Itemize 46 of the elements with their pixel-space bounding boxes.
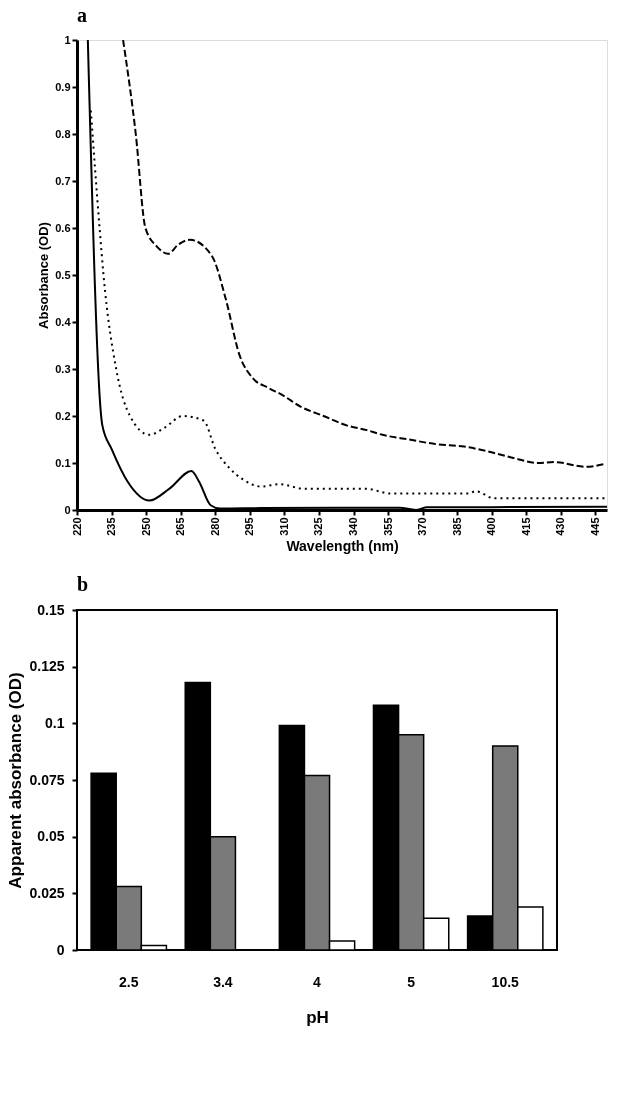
y-tick-label: 0.15 (37, 601, 65, 618)
x-tick-label: 355 (381, 517, 394, 536)
x-tick-label: 5 (407, 973, 416, 990)
x-tick-label: 2.5 (119, 973, 139, 990)
x-tick-label: 4 (313, 973, 322, 990)
x-tick-label: 295 (243, 517, 256, 536)
y-tick-label: 0.4 (55, 315, 72, 328)
x-axis-title: Wavelength (nm) (286, 537, 399, 554)
y-tick-label: 0.1 (45, 714, 65, 731)
x-tick-label: 445 (588, 517, 601, 536)
y-tick-label: 0.125 (29, 658, 65, 675)
x-tick-label: 265 (174, 517, 187, 536)
y-axis-title: Apparent absorbance (OD) (6, 672, 26, 889)
y-tick-label: 0.05 (37, 828, 65, 845)
x-tick-label: 250 (139, 517, 152, 536)
y-tick-label: 1 (64, 33, 71, 46)
x-axis-title: pH (306, 1007, 329, 1027)
y-tick-label: 0.8 (55, 127, 71, 140)
y-tick-label: 0.1 (55, 456, 71, 469)
x-tick-label: 385 (450, 517, 463, 536)
x-tick-label: 325 (312, 517, 325, 536)
y-tick-label: 0.3 (55, 362, 71, 375)
x-tick-label: 280 (208, 517, 221, 536)
x-tick-label: 235 (105, 517, 118, 536)
chart-title: b (77, 573, 89, 595)
x-tick-label: 400 (485, 517, 498, 536)
y-tick-label: 0.025 (29, 884, 65, 901)
x-tick-label: 220 (70, 517, 83, 536)
x-tick-label: 340 (347, 517, 360, 536)
x-tick-label: 3.4 (213, 973, 233, 990)
x-tick-label: 310 (277, 517, 290, 536)
y-tick-label: 0.6 (55, 221, 71, 234)
x-tick-label: 370 (416, 517, 429, 536)
y-tick-label: 0.7 (55, 174, 71, 187)
x-tick-label: 10.5 (491, 973, 520, 990)
y-tick-label: 0.075 (29, 771, 65, 788)
line-series (122, 40, 606, 468)
y-tick-label: 0.2 (55, 409, 71, 422)
y-axis-title: Absorbance (OD) (36, 222, 52, 329)
chart-title: a (77, 4, 87, 26)
y-tick-label: 0.9 (55, 80, 71, 93)
y-tick-label: 0 (56, 941, 65, 958)
x-tick-label: 415 (519, 517, 532, 536)
x-tick-label: 430 (554, 517, 567, 536)
y-tick-label: 0 (64, 503, 71, 516)
y-tick-label: 0.5 (55, 268, 71, 281)
